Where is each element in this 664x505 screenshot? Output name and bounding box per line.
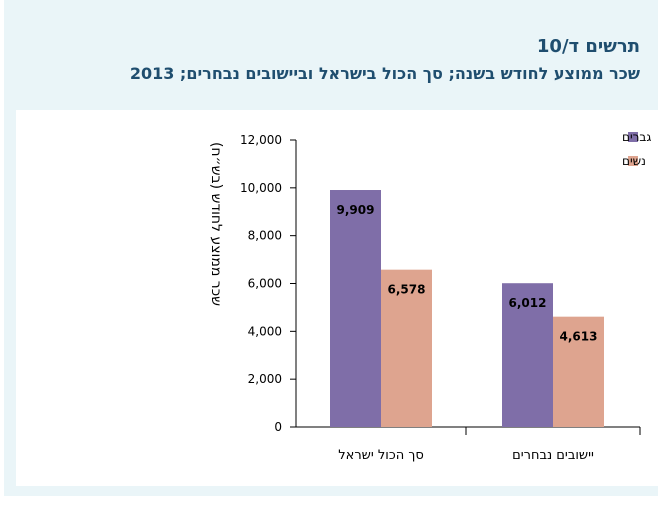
y-axis: 0 2,000 4,000 6,000 8,000 10,000 12,000	[240, 133, 641, 435]
bar	[502, 283, 553, 427]
category-label: יישובים נבחרים	[512, 448, 594, 463]
category-labels-group: סך הכול ישראל יישובים נבחרים	[338, 448, 594, 463]
data-label: 4,613	[560, 330, 598, 344]
y-tick-label: 12,000	[240, 133, 282, 147]
y-tick-label: 0	[274, 420, 282, 434]
legend: גברים נשים	[622, 130, 651, 168]
y-axis-label: שכר ממוצע לחודש (בש״ח)	[208, 142, 224, 306]
y-tick-label: 4,000	[248, 324, 282, 338]
bar	[553, 316, 604, 427]
chart-subtitle: שכר ממוצע לחודש בשנה; סך הכול בישראל ובי…	[129, 64, 640, 83]
bar	[381, 269, 432, 427]
bar-chart: 0 2,000 4,000 6,000 8,000 10,000 12,000 9,909 6…	[208, 130, 651, 463]
legend-swatch	[628, 132, 638, 142]
data-label: 6,012	[509, 296, 547, 310]
y-tick-label: 6,000	[248, 277, 282, 291]
data-labels-group: 9,909 6,578 6,012 4,613	[337, 203, 598, 344]
legend-label: גברים	[622, 130, 651, 144]
data-label: 6,578	[388, 283, 426, 297]
chart-title: תרשים ד/10	[536, 36, 640, 57]
y-tick-label: 10,000	[240, 181, 282, 195]
chart-panel: תרשים ד/10 שכר ממוצע לחודש בשנה; סך הכול…	[4, 0, 658, 496]
bar	[330, 190, 381, 427]
y-tick-label: 2,000	[248, 372, 282, 386]
plot-area: 0 2,000 4,000 6,000 8,000 10,000 12,000 9,909 6…	[16, 110, 658, 486]
data-label: 9,909	[337, 203, 375, 217]
bars-group	[330, 190, 604, 427]
legend-swatch	[628, 156, 638, 166]
legend-label: נשים	[622, 154, 646, 168]
y-tick-label: 8,000	[248, 229, 282, 243]
category-label: סך הכול ישראל	[338, 448, 424, 463]
